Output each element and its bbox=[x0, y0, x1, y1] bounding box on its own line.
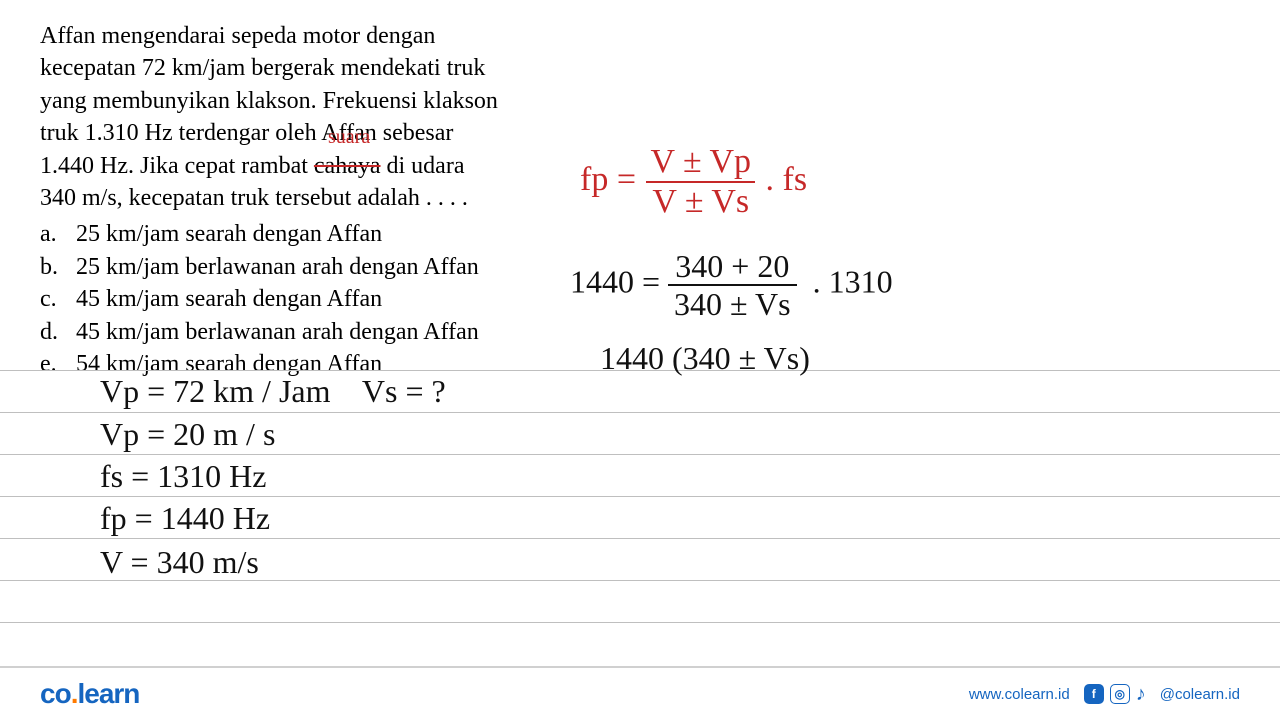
option-text: 25 km/jam searah dengan Affan bbox=[76, 218, 382, 250]
option-letter: b. bbox=[40, 251, 60, 283]
social-icons: f ◎ ♪ bbox=[1084, 683, 1146, 706]
formula-lhs: fp = bbox=[580, 161, 636, 198]
instagram-icon[interactable]: ◎ bbox=[1110, 684, 1130, 704]
formula-doppler: fp = V ± Vp V ± Vs . fs bbox=[580, 145, 807, 219]
option-text: 45 km/jam searah dengan Affan bbox=[76, 283, 382, 315]
sub-fraction: 340 + 20 340 ± Vs bbox=[668, 250, 797, 320]
sub-denominator: 340 ± Vs bbox=[668, 284, 797, 320]
option-a: a. 25 km/jam searah dengan Affan bbox=[40, 218, 1240, 250]
sub-numerator: 340 + 20 bbox=[669, 250, 795, 284]
expansion-line: 1440 (340 ± Vs) bbox=[600, 342, 810, 374]
problem-line: yang membunyikan klakson. Frekuensi klak… bbox=[40, 85, 560, 117]
hw-vp-conv: Vp = 20 m / s bbox=[100, 418, 275, 450]
hw-v: V = 340 m/s bbox=[100, 546, 259, 578]
problem-line: truk 1.310 Hz terdengar oleh Affan sebes… bbox=[40, 117, 560, 149]
hw-text: Vs = ? bbox=[362, 373, 446, 409]
problem-line: kecepatan 72 km/jam bergerak mendekati t… bbox=[40, 52, 560, 84]
option-letter: d. bbox=[40, 316, 60, 348]
footer-bar: co.learn www.colearn.id f ◎ ♪ @colearn.i… bbox=[0, 666, 1280, 720]
logo-learn: learn bbox=[77, 678, 139, 709]
option-letter: a. bbox=[40, 218, 60, 250]
struck-word: cahaya bbox=[314, 153, 381, 179]
correction-annotation: suara bbox=[328, 126, 370, 149]
page: Affan mengendarai sepeda motor dengan ke… bbox=[0, 0, 1280, 720]
facebook-icon[interactable]: f bbox=[1084, 684, 1104, 704]
footer-right: www.colearn.id f ◎ ♪ @colearn.id bbox=[969, 683, 1240, 706]
formula-rhs: . fs bbox=[766, 161, 808, 198]
sub-rhs: . 1310 bbox=[813, 263, 893, 299]
option-text: 25 km/jam berlawanan arah dengan Affan bbox=[76, 251, 479, 283]
text-fragment: 1.440 Hz. Jika cepat rambat bbox=[40, 153, 314, 179]
rule-line bbox=[0, 622, 1280, 664]
formula-denominator: V ± Vs bbox=[646, 181, 755, 219]
problem-line: Affan mengendarai sepeda motor dengan bbox=[40, 20, 560, 52]
brand-logo: co.learn bbox=[40, 678, 139, 710]
rule-line bbox=[0, 580, 1280, 622]
logo-co: co bbox=[40, 678, 71, 709]
hw-fs: fs = 1310 Hz bbox=[100, 460, 266, 492]
footer-handle[interactable]: @colearn.id bbox=[1160, 686, 1240, 703]
tiktok-icon[interactable]: ♪ bbox=[1136, 683, 1146, 706]
footer-url[interactable]: www.colearn.id bbox=[969, 686, 1070, 703]
problem-text: Affan mengendarai sepeda motor dengan ke… bbox=[40, 20, 560, 214]
text-fragment: di udara bbox=[381, 153, 465, 179]
substitution-line: 1440 = 340 + 20 340 ± Vs . 1310 bbox=[570, 250, 893, 320]
problem-line: 340 m/s, kecepatan truk tersebut adalah … bbox=[40, 182, 560, 214]
hw-fp: fp = 1440 Hz bbox=[100, 502, 270, 534]
option-letter: c. bbox=[40, 283, 60, 315]
hw-vp: Vp = 72 km / Jam Vs = ? bbox=[100, 375, 446, 407]
formula-numerator: V ± Vp bbox=[645, 145, 758, 181]
sub-lhs: 1440 = bbox=[570, 263, 660, 299]
option-text: 45 km/jam berlawanan arah dengan Affan bbox=[76, 316, 479, 348]
problem-line: 1.440 Hz. Jika cepat rambat cahaya di ud… bbox=[40, 150, 560, 182]
formula-fraction: V ± Vp V ± Vs bbox=[645, 145, 758, 219]
hw-text: Vp = 72 km / Jam bbox=[100, 373, 330, 409]
